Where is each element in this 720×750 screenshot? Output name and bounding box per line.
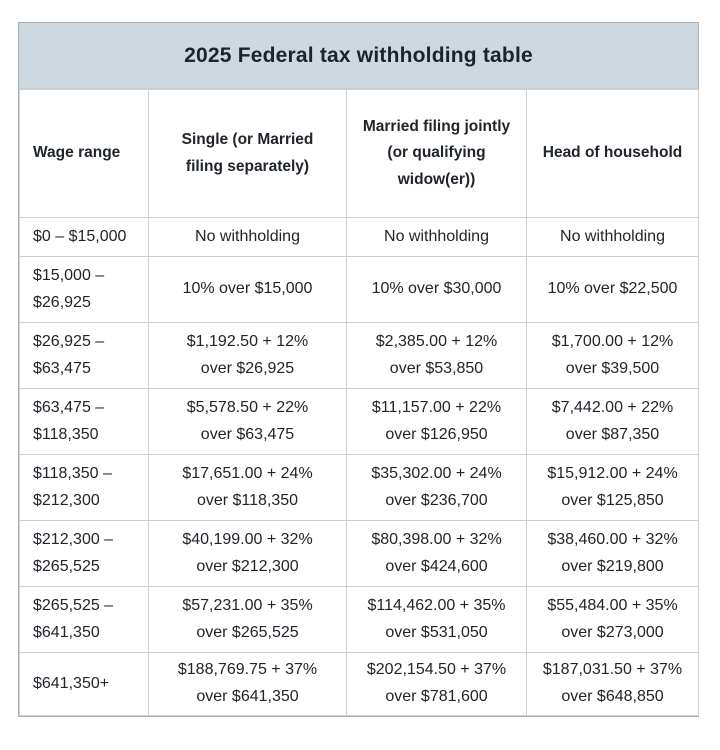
married-jointly-cell: $2,385.00 + 12% over $53,850 [346,322,527,389]
table-title: 2025 Federal tax withholding table [184,43,533,67]
wage-range-cell: $26,925 – $63,475 [19,322,149,389]
wage-range-cell: $63,475 – $118,350 [19,388,149,455]
column-header-single: Single (or Married filing separately) [148,89,347,218]
table-row: $0 – $15,000 No withholding No withholdi… [19,217,699,257]
table-row: $63,475 – $118,350 $5,578.50 + 22% over … [19,388,699,455]
single-cell: $1,192.50 + 12% over $26,925 [148,322,347,389]
table-row: $212,300 – $265,525 $40,199.00 + 32% ove… [19,520,699,587]
column-header-married-jointly: Married filing jointly (or qualifying wi… [346,89,527,218]
single-cell: $17,651.00 + 24% over $118,350 [148,454,347,521]
tax-withholding-table: 2025 Federal tax withholding table Wage … [18,22,699,717]
wage-range-cell: $118,350 – $212,300 [19,454,149,521]
married-jointly-cell: No withholding [346,217,527,257]
head-of-household-cell: $38,460.00 + 32% over $219,800 [526,520,699,587]
table-row: $641,350+ $188,769.75 + 37% over $641,35… [19,652,699,716]
wage-range-cell: $212,300 – $265,525 [19,520,149,587]
column-header-wage-range: Wage range [19,89,149,218]
table-row: $26,925 – $63,475 $1,192.50 + 12% over $… [19,322,699,389]
married-jointly-cell: $80,398.00 + 32% over $424,600 [346,520,527,587]
married-jointly-cell: $114,462.00 + 35% over $531,050 [346,586,527,653]
married-jointly-cell: $11,157.00 + 22% over $126,950 [346,388,527,455]
tax-table-grid: Wage range Single (or Married filing sep… [19,89,699,716]
table-row: $118,350 – $212,300 $17,651.00 + 24% ove… [19,454,699,521]
header-row: Wage range Single (or Married filing sep… [19,89,699,218]
head-of-household-cell: No withholding [526,217,699,257]
head-of-household-cell: $7,442.00 + 22% over $87,350 [526,388,699,455]
column-header-head-of-household: Head of household [526,89,699,218]
head-of-household-cell: $55,484.00 + 35% over $273,000 [526,586,699,653]
wage-range-cell: $15,000 – $26,925 [19,256,149,323]
single-cell: $40,199.00 + 32% over $212,300 [148,520,347,587]
head-of-household-cell: $15,912.00 + 24% over $125,850 [526,454,699,521]
table-row: $15,000 – $26,925 10% over $15,000 10% o… [19,256,699,323]
married-jointly-cell: 10% over $30,000 [346,256,527,323]
single-cell: $5,578.50 + 22% over $63,475 [148,388,347,455]
wage-range-cell: $265,525 – $641,350 [19,586,149,653]
table-title-bar: 2025 Federal tax withholding table [19,23,698,89]
married-jointly-cell: $35,302.00 + 24% over $236,700 [346,454,527,521]
head-of-household-cell: $187,031.50 + 37% over $648,850 [526,652,699,716]
head-of-household-cell: 10% over $22,500 [526,256,699,323]
single-cell: 10% over $15,000 [148,256,347,323]
head-of-household-cell: $1,700.00 + 12% over $39,500 [526,322,699,389]
wage-range-cell: $641,350+ [19,652,149,716]
married-jointly-cell: $202,154.50 + 37% over $781,600 [346,652,527,716]
wage-range-cell: $0 – $15,000 [19,217,149,257]
single-cell: $57,231.00 + 35% over $265,525 [148,586,347,653]
single-cell: $188,769.75 + 37% over $641,350 [148,652,347,716]
table-row: $265,525 – $641,350 $57,231.00 + 35% ove… [19,586,699,653]
single-cell: No withholding [148,217,347,257]
